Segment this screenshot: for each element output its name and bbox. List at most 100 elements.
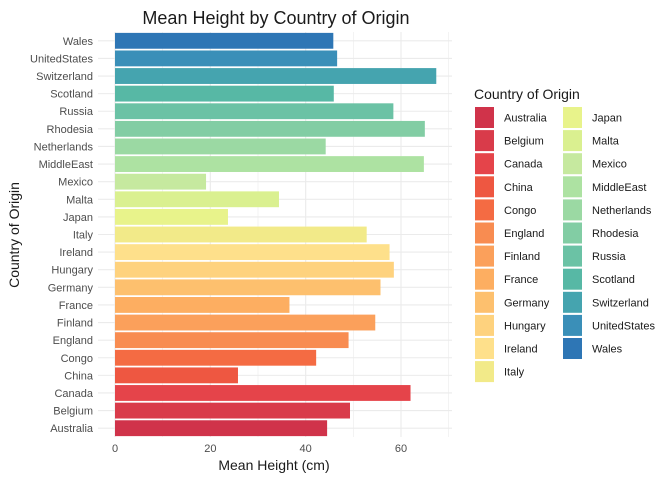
- legend-label: Scotland: [592, 274, 635, 286]
- bar-russia: [115, 103, 394, 120]
- legend-item: Switzerland: [563, 291, 649, 313]
- legend-key: [563, 222, 582, 244]
- bar-italy: [115, 226, 367, 243]
- legend-item: Russia: [563, 245, 627, 267]
- bar-middleeast: [115, 156, 424, 172]
- y-tick-label: Switzerland: [36, 71, 93, 83]
- bar-finland: [115, 314, 376, 331]
- legend-label: Finland: [504, 251, 540, 263]
- bar-wales: [115, 32, 334, 49]
- y-tick-label: Canada: [54, 388, 93, 400]
- chart-title: Mean Height by Country of Origin: [142, 8, 409, 28]
- y-tick-label: Japan: [63, 212, 93, 224]
- y-tick-label: England: [53, 335, 93, 347]
- bar-netherlands: [115, 138, 326, 155]
- legend-item: Wales: [563, 338, 623, 359]
- bar-hungary: [115, 261, 394, 278]
- legend-item: Congo: [475, 199, 536, 221]
- legend-key: [475, 130, 494, 152]
- y-tick-label: Ireland: [59, 247, 93, 259]
- legend-label: Hungary: [504, 320, 546, 332]
- bar-mexico: [115, 173, 207, 190]
- legend-key: [475, 268, 494, 290]
- y-tick-label: MiddleEast: [39, 159, 93, 171]
- bar-germany: [115, 279, 381, 296]
- legend-key: [563, 130, 582, 152]
- bar-belgium: [115, 402, 350, 419]
- bar-england: [115, 332, 349, 349]
- legend-item: England: [475, 222, 544, 244]
- y-tick-label: Belgium: [53, 406, 93, 418]
- y-axis-title: Country of Origin: [6, 182, 22, 288]
- legend-item: Italy: [475, 361, 525, 383]
- y-tick-label: Malta: [66, 194, 94, 206]
- y-tick-labels: Australia Belgium Canada China Congo England F…: [30, 36, 94, 435]
- legend-label: China: [504, 182, 534, 194]
- bar-canada: [115, 385, 411, 401]
- legend-item: Rhodesia: [563, 222, 639, 244]
- bar-unitedstates: [115, 50, 338, 67]
- legend-item: Scotland: [563, 268, 635, 290]
- bar-switzerland: [115, 68, 437, 84]
- legend-item: France: [475, 268, 538, 290]
- y-tick-label: Hungary: [51, 265, 93, 277]
- legend-title: Country of Origin: [474, 86, 580, 102]
- y-tick-label: Congo: [61, 353, 93, 365]
- legend-key: [475, 222, 494, 244]
- legend-item: Australia: [475, 107, 548, 128]
- legend-label: UnitedStates: [592, 320, 655, 332]
- legend-label: Australia: [504, 113, 548, 125]
- legend-label: Canada: [504, 159, 543, 171]
- legend-label: Wales: [592, 344, 623, 356]
- legend-key: [563, 176, 582, 198]
- y-tick-label: Mexico: [58, 177, 93, 189]
- bar-japan: [115, 208, 228, 225]
- legend-item: Hungary: [475, 314, 546, 336]
- legend-label: Mexico: [592, 159, 627, 171]
- y-tick-label: Russia: [59, 106, 94, 118]
- bar-china: [115, 367, 238, 384]
- legend-item: China: [475, 176, 534, 198]
- legend-key: [475, 176, 494, 198]
- legend-key: [563, 245, 582, 267]
- x-tick-label: 40: [300, 443, 312, 455]
- bar-rhodesia: [115, 120, 425, 137]
- legend-label: Japan: [592, 113, 622, 125]
- legend-label: Italy: [504, 367, 525, 379]
- legend-label: Netherlands: [592, 205, 652, 217]
- legend-label: Germany: [504, 297, 550, 309]
- legend-key: [563, 268, 582, 290]
- legend-item: Mexico: [563, 153, 627, 175]
- legend-item: Malta: [563, 130, 620, 152]
- y-tick-label: UnitedStates: [30, 53, 93, 65]
- legend-label: Rhodesia: [592, 228, 639, 240]
- legend-item: Netherlands: [563, 199, 652, 221]
- legend-key: [475, 338, 494, 359]
- legend-item: Germany: [475, 291, 550, 313]
- bar-congo: [115, 349, 317, 366]
- legend-label: MiddleEast: [592, 182, 646, 194]
- x-tick-label: 60: [395, 443, 407, 455]
- bar-ireland: [115, 244, 390, 261]
- legend-key: [563, 199, 582, 221]
- bar-scotland: [115, 85, 334, 102]
- y-tick-label: Scotland: [50, 89, 93, 101]
- y-tick-label: France: [59, 300, 93, 312]
- y-tick-label: Rhodesia: [47, 124, 94, 136]
- y-tick-label: Netherlands: [34, 141, 94, 153]
- legend-key: [475, 245, 494, 267]
- legend-label: Switzerland: [592, 297, 649, 309]
- legend-label: Malta: [592, 136, 620, 148]
- bar-australia: [115, 420, 328, 437]
- legend: Australia Belgium Canada China Congo England F…: [475, 107, 655, 383]
- bars: [115, 32, 437, 437]
- y-tick-label: Wales: [63, 36, 94, 48]
- legend-item: MiddleEast: [563, 176, 646, 198]
- legend-item: Belgium: [475, 130, 544, 152]
- legend-key: [475, 361, 494, 383]
- legend-key: [475, 199, 494, 221]
- legend-item: Canada: [475, 153, 543, 175]
- y-tick-label: Italy: [73, 230, 94, 242]
- legend-key: [475, 291, 494, 313]
- y-tick-label: Germany: [48, 282, 94, 294]
